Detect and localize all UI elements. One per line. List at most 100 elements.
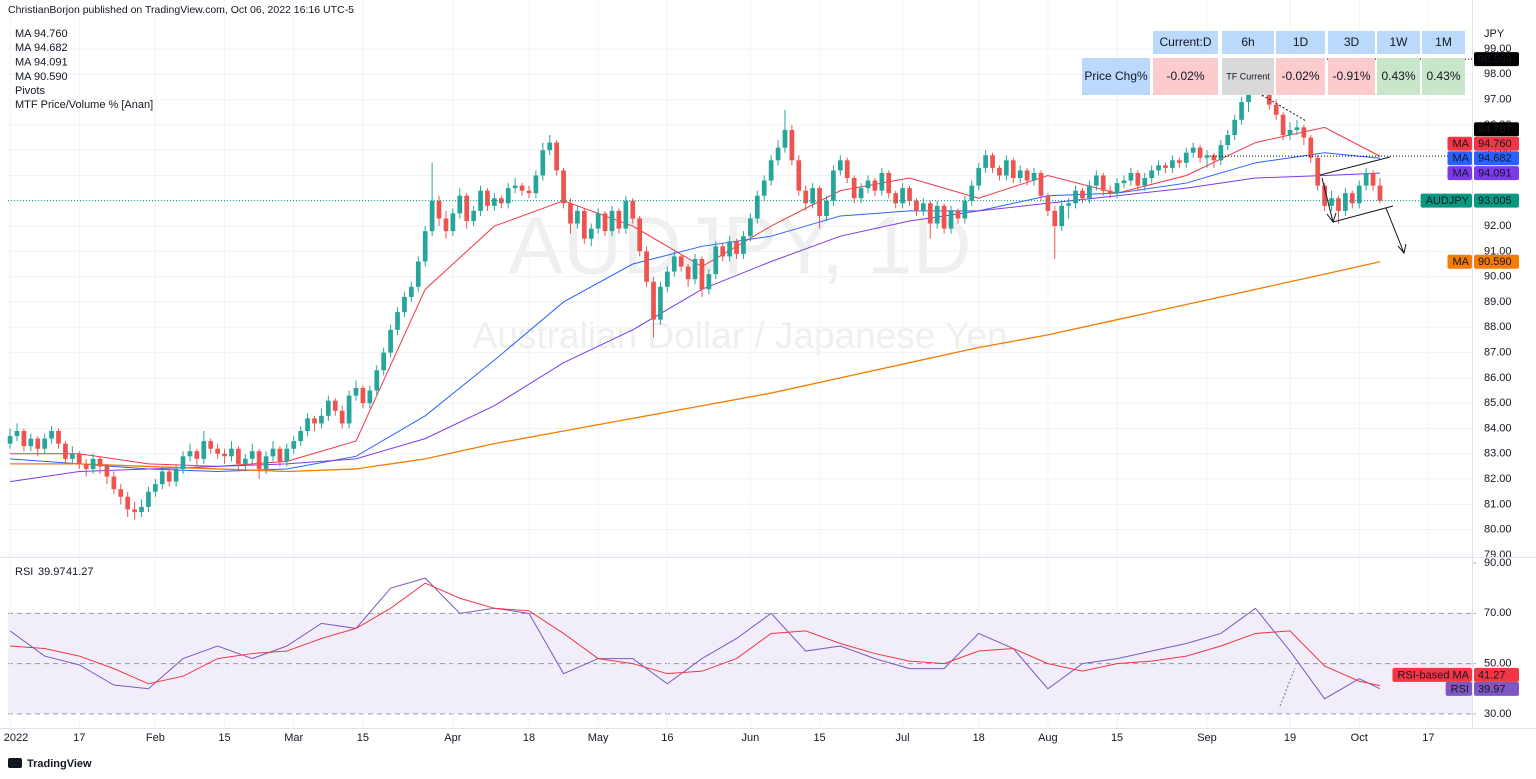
candle-body	[305, 418, 310, 432]
candle-body	[1183, 152, 1189, 163]
candle-body	[796, 160, 802, 191]
candle-body	[1038, 172, 1044, 196]
candle-body	[1066, 203, 1071, 206]
table-cell	[1422, 58, 1465, 95]
price-tag	[1474, 52, 1519, 67]
candle-body	[1128, 172, 1134, 181]
rsi-legend-value: 41.27	[66, 566, 94, 578]
candle-body	[242, 458, 248, 464]
candle-body	[367, 390, 373, 404]
rsi-legend-value: 39.97	[38, 566, 66, 578]
arrow	[1385, 207, 1405, 254]
candle-body	[90, 458, 96, 469]
candle-body	[1349, 193, 1355, 204]
candle-body	[409, 286, 414, 297]
candle-body	[492, 198, 497, 206]
candle-body	[1017, 170, 1023, 179]
candle-body	[1149, 170, 1155, 179]
trend-line	[1321, 177, 1334, 223]
candle-body	[395, 312, 400, 330]
candle-body	[14, 431, 20, 437]
candle-body	[1031, 172, 1037, 181]
candle-body	[111, 476, 117, 490]
price-tag-value: 39.97	[1478, 683, 1506, 695]
candle-body	[222, 453, 227, 457]
candle-body	[1156, 165, 1161, 171]
candle-body	[332, 400, 338, 411]
table-header: 1D	[1293, 35, 1309, 49]
candle-body	[561, 170, 566, 204]
candle-body	[1004, 160, 1009, 176]
candle-body	[720, 246, 726, 257]
price-tag-value: 90.590	[1478, 256, 1512, 268]
candle-body	[775, 147, 781, 161]
price-tag-name-box	[1392, 667, 1472, 682]
y-tick-label: 87.00	[1484, 346, 1512, 358]
legend-value: 94.760	[34, 28, 68, 40]
candle-body	[1176, 160, 1182, 163]
price-tag	[1474, 667, 1519, 682]
candle-body	[1370, 172, 1376, 186]
candle-body	[159, 471, 165, 485]
candle-body	[976, 167, 982, 186]
candle-body	[741, 236, 746, 254]
candle-body	[609, 210, 615, 232]
candle-body	[1024, 170, 1030, 181]
candle-body	[1232, 119, 1238, 135]
watermark-description: Australian Dollar / Japanese Yen	[473, 315, 1008, 356]
candle-body	[658, 286, 663, 320]
candle-body	[1087, 185, 1092, 199]
candle-body	[533, 175, 539, 194]
candle-body	[810, 188, 815, 204]
candle-body	[436, 200, 442, 219]
candle-body	[651, 281, 656, 320]
candle-body	[837, 160, 843, 171]
candle-body	[1093, 175, 1099, 186]
y-tick-label: 82.00	[1484, 473, 1512, 485]
table-cell	[1222, 58, 1274, 95]
x-tick-label: 15	[357, 732, 369, 744]
legend-name: MA	[15, 71, 32, 83]
candle-body	[927, 203, 933, 224]
trend-line	[1319, 156, 1391, 176]
table-header: 6h	[1241, 35, 1254, 49]
candle-body	[339, 410, 345, 424]
price-tag	[1474, 254, 1519, 269]
candle-body	[346, 395, 352, 424]
candle-body	[699, 258, 705, 290]
price-tag-value: 93.005	[1478, 195, 1512, 207]
candle-body	[789, 129, 795, 161]
y-tick-label: 89.00	[1484, 296, 1512, 308]
table-cell-text: TF Current	[1226, 71, 1270, 81]
price-tag-name: RSI	[1451, 683, 1469, 695]
candle-body	[1377, 185, 1383, 201]
candle-body	[402, 296, 407, 313]
candle-body	[353, 387, 359, 396]
candle-body	[727, 241, 732, 257]
rsi-title: RSI	[15, 566, 33, 578]
x-tick-label: 16	[661, 732, 673, 744]
candle-body	[616, 210, 622, 229]
y-tick-label: 81.00	[1484, 498, 1512, 510]
x-tick-label: 17	[1422, 732, 1434, 744]
price-tag-name-box	[1445, 681, 1472, 696]
candle-body	[153, 484, 158, 492]
candle-body	[1343, 193, 1348, 211]
table-header-cell	[1328, 31, 1375, 54]
candle-body	[1073, 190, 1078, 204]
table-header-cell	[1377, 31, 1420, 54]
candle-body	[236, 448, 241, 464]
candle-body	[713, 246, 719, 275]
candle-body	[955, 210, 961, 219]
candle-body	[180, 456, 186, 469]
candle-body	[312, 418, 317, 424]
candle-body	[381, 352, 387, 371]
candle-body	[256, 451, 262, 469]
table-cell	[1377, 58, 1420, 95]
table-header: 3D	[1344, 35, 1360, 49]
candle-body	[990, 155, 995, 168]
candle-body	[478, 190, 483, 211]
price-tag-value: 94.760	[1478, 138, 1512, 150]
candle-body	[1045, 195, 1051, 211]
